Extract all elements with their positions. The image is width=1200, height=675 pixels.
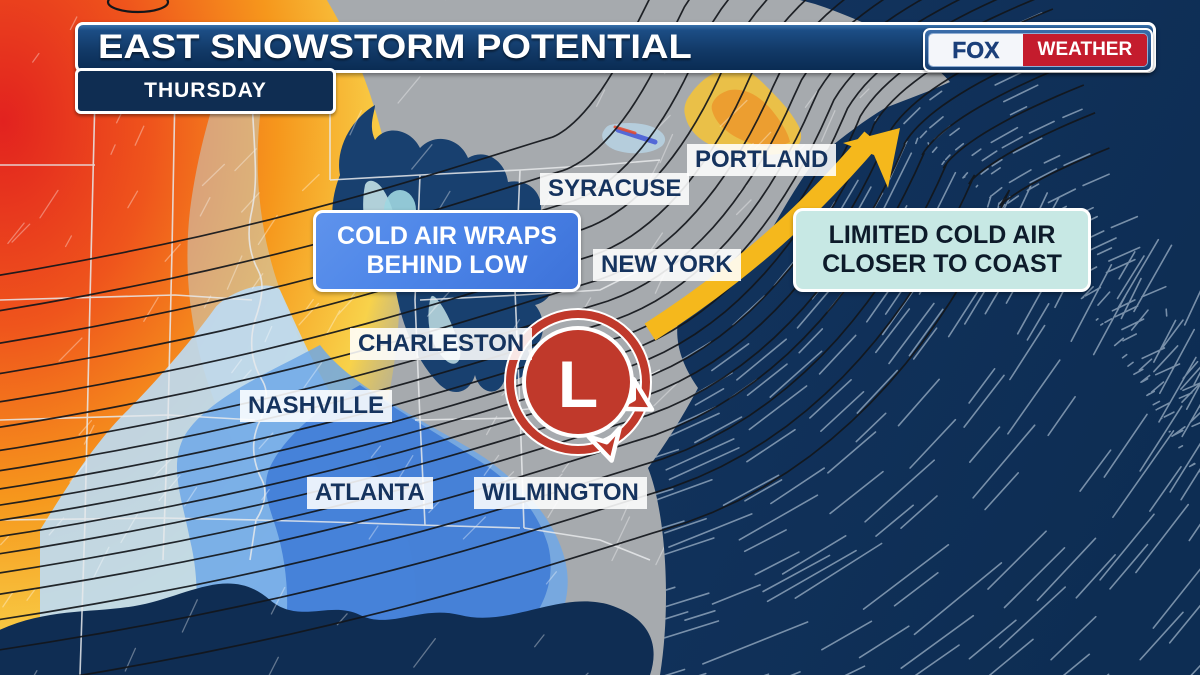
svg-text:L: L	[558, 347, 598, 421]
